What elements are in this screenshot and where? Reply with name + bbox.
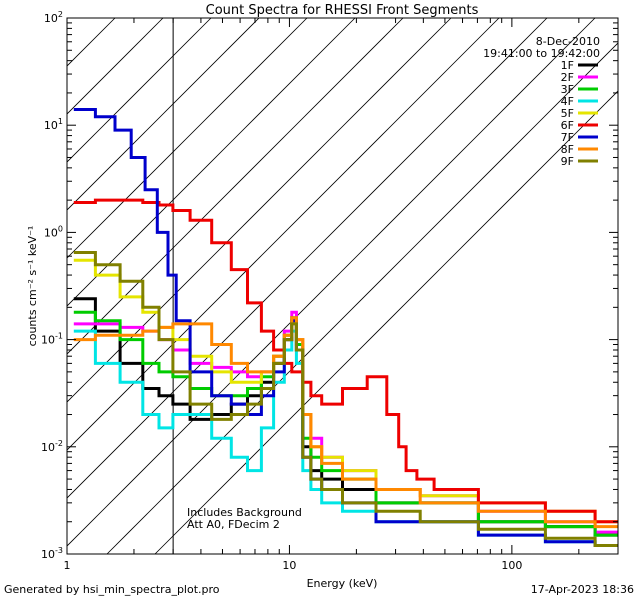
series-6f <box>73 198 618 524</box>
chart-date: 8-Dec-2010 <box>536 35 600 48</box>
legend-label-1f: 1F <box>561 59 574 72</box>
series-9f <box>73 251 618 547</box>
hatch-line <box>67 18 308 259</box>
x-axis-label: Energy (keV) <box>307 577 378 590</box>
legend-label-5f: 5F <box>561 107 574 120</box>
chart-time-range: 19:41:00 to 19:42:00 <box>483 47 600 60</box>
hatch-line <box>67 18 452 403</box>
y-tick-label: 10-2 <box>41 439 63 454</box>
y-axis-label: counts cm⁻² s⁻¹ keV⁻¹ <box>26 226 39 347</box>
legend-label-6f: 6F <box>561 119 574 132</box>
y-tick-label: 102 <box>44 10 63 25</box>
hatch-line <box>67 18 596 547</box>
plot-frame <box>66 17 619 555</box>
series-7f <box>73 108 618 547</box>
y-tick-label: 10-1 <box>41 332 63 347</box>
annotation-background: Includes Background <box>187 506 302 519</box>
hatch-line <box>67 18 260 211</box>
x-tick-label: 100 <box>501 559 522 572</box>
legend-label-7f: 7F <box>561 131 574 144</box>
hatch-line <box>67 18 164 115</box>
chart-title: Count Spectra for RHESSI Front Segments <box>206 3 479 18</box>
legend-label-8f: 8F <box>561 143 574 156</box>
annotation-attenuator: Att A0, FDecim 2 <box>187 518 280 531</box>
y-tick-label: 10-3 <box>41 546 63 561</box>
legend-label-4f: 4F <box>561 95 574 108</box>
legend-label-9f: 9F <box>561 155 574 168</box>
hatch-line <box>106 42 618 554</box>
legend-label-2f: 2F <box>561 71 574 84</box>
footer-generator: Generated by hsi_min_spectra_plot.pro <box>4 583 220 596</box>
hatch-line <box>67 18 356 307</box>
footer-timestamp: 17-Apr-2023 18:36 <box>530 583 634 596</box>
hatch-line <box>67 18 500 451</box>
y-tick-label: 101 <box>44 117 63 132</box>
hatch-line <box>67 18 212 163</box>
hatch-line <box>67 18 404 355</box>
hatch-line <box>67 18 548 499</box>
y-tick-label: 100 <box>44 224 63 239</box>
x-tick-label: 10 <box>282 559 296 572</box>
hatch-line <box>154 90 618 554</box>
x-tick-label: 1 <box>64 559 71 572</box>
legend-label-3f: 3F <box>561 83 574 96</box>
